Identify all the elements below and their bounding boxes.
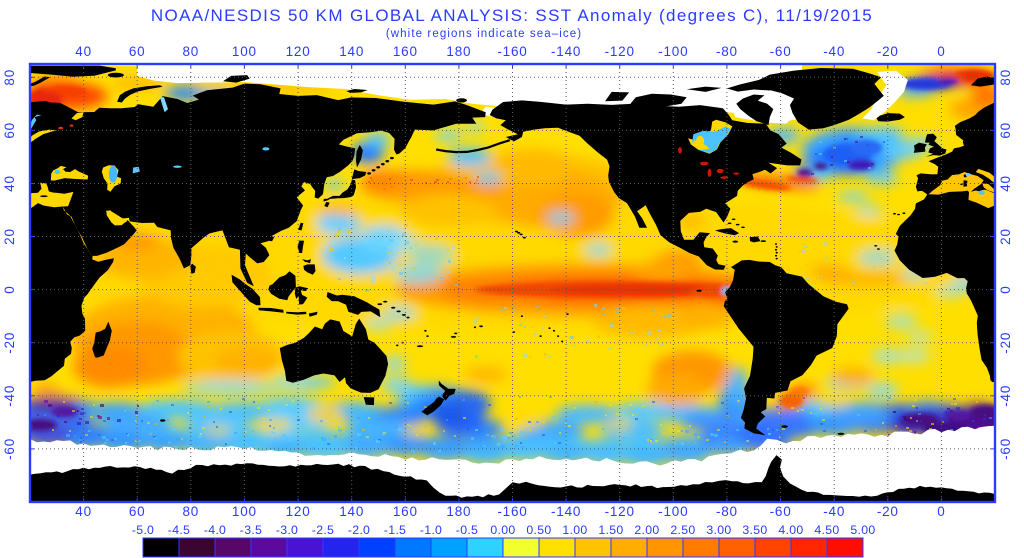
svg-text:80: 80 (2, 69, 17, 86)
svg-text:1.50: 1.50 (598, 523, 623, 537)
svg-text:-60: -60 (2, 438, 17, 460)
svg-text:180: 180 (446, 504, 471, 519)
svg-text:-100: -100 (658, 504, 688, 519)
svg-text:2.50: 2.50 (670, 523, 695, 537)
svg-text:4.00: 4.00 (778, 523, 803, 537)
svg-text:-120: -120 (605, 504, 635, 519)
svg-text:40: 40 (2, 175, 17, 192)
svg-text:-120: -120 (605, 44, 635, 59)
svg-text:-40: -40 (2, 385, 17, 407)
svg-text:4.50: 4.50 (814, 523, 839, 537)
svg-text:-1.5: -1.5 (384, 523, 406, 537)
svg-text:-4.5: -4.5 (168, 523, 190, 537)
svg-text:20: 20 (998, 228, 1013, 245)
svg-text:60: 60 (129, 44, 146, 59)
svg-text:-160: -160 (497, 44, 527, 59)
svg-text:120: 120 (286, 504, 311, 519)
svg-text:-20: -20 (998, 332, 1013, 354)
svg-text:0: 0 (937, 504, 945, 519)
svg-text:0: 0 (998, 285, 1013, 293)
svg-text:-40: -40 (823, 44, 845, 59)
svg-text:(white regions indicate sea–ic: (white regions indicate sea–ice) (386, 28, 582, 40)
svg-text:-20: -20 (877, 504, 899, 519)
svg-text:140: 140 (339, 504, 364, 519)
svg-text:-4.0: -4.0 (204, 523, 226, 537)
svg-text:0: 0 (2, 285, 17, 293)
svg-text:160: 160 (393, 504, 418, 519)
svg-text:60: 60 (129, 504, 146, 519)
svg-text:80: 80 (182, 504, 199, 519)
svg-text:160: 160 (393, 44, 418, 59)
svg-text:140: 140 (339, 44, 364, 59)
svg-text:NOAA/NESDIS 50 KM GLOBAL ANALY: NOAA/NESDIS 50 KM GLOBAL ANALYSIS: SST A… (151, 6, 873, 25)
svg-text:1.00: 1.00 (562, 523, 587, 537)
svg-text:-20: -20 (2, 332, 17, 354)
svg-text:-1.0: -1.0 (420, 523, 442, 537)
svg-text:-60: -60 (998, 438, 1013, 460)
svg-text:-60: -60 (770, 504, 792, 519)
svg-text:40: 40 (998, 175, 1013, 192)
svg-text:-80: -80 (716, 44, 738, 59)
svg-text:-140: -140 (551, 504, 581, 519)
svg-text:-20: -20 (877, 44, 899, 59)
svg-text:3.00: 3.00 (706, 523, 731, 537)
svg-text:0.50: 0.50 (526, 523, 551, 537)
svg-text:-5.0: -5.0 (132, 523, 154, 537)
svg-text:3.50: 3.50 (742, 523, 767, 537)
svg-text:0: 0 (937, 44, 945, 59)
svg-text:-2.0: -2.0 (348, 523, 370, 537)
svg-text:-0.5: -0.5 (456, 523, 478, 537)
svg-text:180: 180 (446, 44, 471, 59)
svg-text:-60: -60 (770, 44, 792, 59)
svg-text:-40: -40 (823, 504, 845, 519)
svg-text:-2.5: -2.5 (312, 523, 334, 537)
svg-text:0.00: 0.00 (490, 523, 515, 537)
svg-text:-160: -160 (497, 504, 527, 519)
svg-text:2.00: 2.00 (634, 523, 659, 537)
svg-text:40: 40 (75, 44, 92, 59)
svg-text:-100: -100 (658, 44, 688, 59)
svg-text:-80: -80 (716, 504, 738, 519)
svg-text:-3.0: -3.0 (276, 523, 298, 537)
svg-text:-3.5: -3.5 (240, 523, 262, 537)
svg-text:60: 60 (2, 122, 17, 139)
svg-text:-40: -40 (998, 385, 1013, 407)
svg-text:100: 100 (232, 504, 257, 519)
svg-text:40: 40 (75, 504, 92, 519)
svg-text:80: 80 (182, 44, 199, 59)
svg-text:20: 20 (2, 228, 17, 245)
svg-text:-140: -140 (551, 44, 581, 59)
svg-text:100: 100 (232, 44, 257, 59)
svg-text:80: 80 (998, 69, 1013, 86)
svg-text:60: 60 (998, 122, 1013, 139)
svg-text:5.00: 5.00 (850, 523, 875, 537)
svg-text:120: 120 (286, 44, 311, 59)
